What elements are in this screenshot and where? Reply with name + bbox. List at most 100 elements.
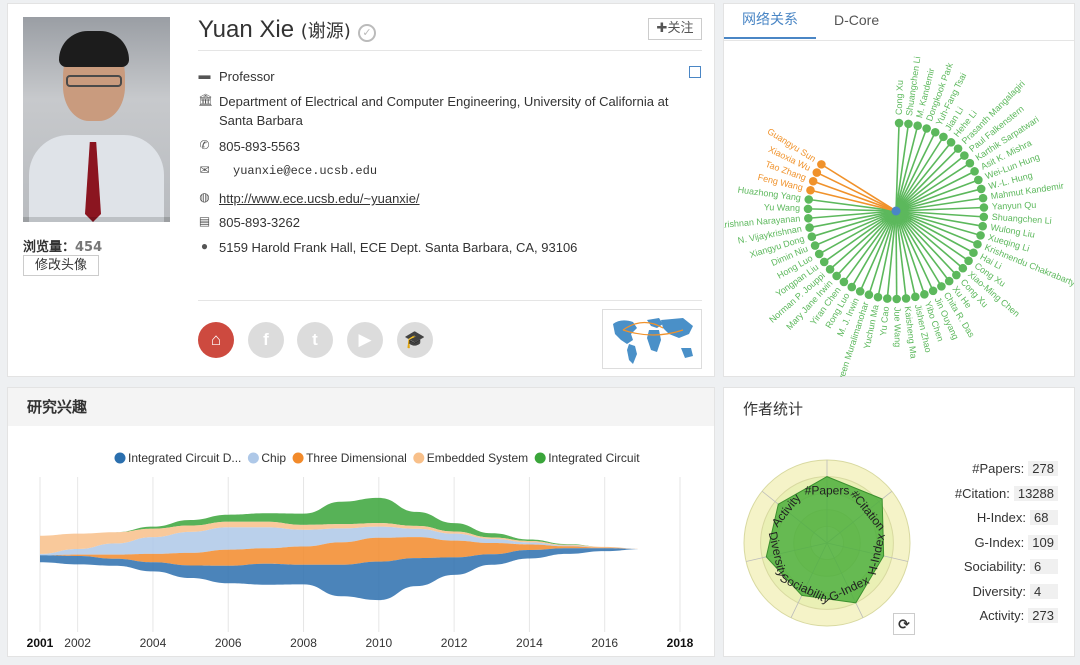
x-tick-label: 2008	[290, 636, 317, 650]
network-node[interactable]	[847, 282, 857, 292]
twitter-icon[interactable]: t	[297, 322, 333, 358]
refresh-icon[interactable]: ⟳	[893, 613, 915, 635]
network-node[interactable]	[978, 221, 987, 231]
legend-swatch[interactable]	[247, 452, 259, 464]
youtube-icon[interactable]: ▶	[347, 322, 383, 358]
network-node[interactable]	[855, 287, 865, 296]
network-node[interactable]	[930, 127, 940, 137]
network-node[interactable]	[864, 290, 874, 300]
network-node-label[interactable]: Yu Cao	[878, 306, 891, 336]
network-node[interactable]	[952, 270, 961, 280]
network-panel: 网络关系 D-Core Cong Xu Shuangchen Li M. Kande…	[723, 3, 1075, 377]
x-tick-label: 2001	[27, 636, 54, 650]
network-node[interactable]	[979, 203, 989, 212]
network-node[interactable]	[805, 223, 814, 232]
edit-icon[interactable]	[689, 66, 701, 78]
legend-label[interactable]: Integrated Circuit	[548, 451, 640, 465]
legend-label[interactable]: Embedded System	[427, 451, 528, 465]
network-node[interactable]	[901, 294, 911, 303]
network-node[interactable]	[979, 212, 989, 222]
legend-swatch[interactable]	[534, 452, 546, 464]
network-node[interactable]	[817, 160, 826, 169]
network-node-label[interactable]: Jue Wang	[892, 307, 902, 347]
stream-layer[interactable]	[40, 521, 680, 554]
legend-swatch[interactable]	[292, 452, 304, 464]
legend-label[interactable]: Three Dimensional	[306, 451, 407, 465]
stat-value: 109	[1028, 535, 1058, 550]
x-tick-label: 2010	[365, 636, 392, 650]
email-text: yuanxie@ece.ucsb.edu	[233, 164, 378, 178]
network-node[interactable]	[958, 263, 968, 273]
network-node[interactable]	[839, 277, 849, 287]
network-node[interactable]	[976, 184, 986, 194]
network-node[interactable]	[873, 292, 883, 302]
edit-avatar-button[interactable]: 修改头像	[23, 255, 99, 276]
network-node[interactable]	[939, 132, 948, 142]
network-node[interactable]	[978, 193, 988, 203]
network-node[interactable]	[806, 185, 815, 195]
network-node[interactable]	[804, 195, 814, 204]
network-node[interactable]	[825, 264, 835, 274]
network-node[interactable]	[922, 124, 931, 133]
network-node[interactable]	[913, 121, 922, 131]
network-edge	[895, 148, 959, 212]
network-node[interactable]	[810, 241, 820, 250]
network-node[interactable]	[819, 257, 829, 267]
legend-label[interactable]: Chip	[261, 451, 286, 465]
legend-swatch[interactable]	[413, 452, 425, 464]
network-node[interactable]	[964, 256, 973, 266]
legend-label[interactable]: Integrated Circuit D...	[128, 451, 241, 465]
stream-layer[interactable]	[40, 537, 680, 566]
network-node[interactable]	[812, 168, 822, 177]
network-node[interactable]	[904, 119, 913, 129]
network-node[interactable]	[969, 248, 978, 258]
network-edge	[895, 210, 934, 292]
network-node[interactable]	[960, 151, 969, 160]
network-node-label[interactable]: Cong Xu	[894, 80, 905, 115]
network-node[interactable]	[973, 239, 982, 249]
network-node[interactable]	[976, 231, 985, 240]
network-node[interactable]	[946, 138, 956, 147]
network-node[interactable]	[808, 176, 818, 186]
network-node[interactable]	[970, 167, 979, 176]
network-node[interactable]	[920, 289, 929, 299]
tab-dcore[interactable]: D-Core	[834, 12, 880, 28]
network-node[interactable]	[937, 282, 946, 291]
network-node-label[interactable]: Yanyun Qu	[992, 200, 1037, 212]
world-map-icon[interactable]	[602, 309, 702, 369]
network-node[interactable]	[944, 276, 954, 286]
scholar-icon[interactable]: 🎓	[397, 322, 433, 358]
network-node[interactable]	[892, 294, 901, 304]
coauthor-network[interactable]: Cong Xu Shuangchen LiM. KandemirDongkook …	[724, 41, 1074, 377]
network-node[interactable]	[804, 213, 813, 223]
network-center-node[interactable]	[891, 206, 901, 216]
network-node-label[interactable]: Yu Wang	[764, 202, 800, 213]
follow-button[interactable]: ✚关注	[648, 18, 702, 40]
network-node[interactable]	[894, 118, 904, 128]
fax-text: 805-893-3262	[219, 215, 300, 230]
network-node[interactable]	[803, 204, 813, 214]
network-node[interactable]	[883, 294, 892, 303]
network-node-label[interactable]: Shuangchen Li	[991, 212, 1052, 226]
network-node[interactable]	[832, 271, 841, 281]
legend-swatch[interactable]	[114, 452, 126, 464]
homepage-link[interactable]: http://www.ece.ucsb.edu/~yuanxie/	[219, 191, 420, 206]
x-tick-label: 2002	[64, 636, 91, 650]
facebook-icon[interactable]: f	[248, 322, 284, 358]
radar-chart: #Papers#CitationH-IndexG-IndexSociabilit…	[743, 459, 911, 627]
x-tick-label: 2012	[441, 636, 468, 650]
network-node[interactable]	[953, 144, 963, 153]
network-node[interactable]	[814, 249, 824, 259]
network-node[interactable]	[928, 286, 938, 296]
stream-layer[interactable]	[40, 526, 680, 556]
home-icon[interactable]: ⌂	[198, 322, 234, 358]
network-edge	[895, 170, 975, 212]
network-node[interactable]	[911, 292, 920, 302]
interest-streamgraph[interactable]: Integrated Circuit D... Chip Three Dimensi…	[8, 427, 714, 657]
network-node[interactable]	[807, 232, 817, 241]
stream-layer[interactable]	[40, 497, 680, 549]
tab-network[interactable]: 网络关系	[724, 4, 816, 39]
stream-layer[interactable]	[40, 548, 680, 601]
network-node[interactable]	[965, 158, 975, 168]
network-node[interactable]	[974, 175, 983, 185]
